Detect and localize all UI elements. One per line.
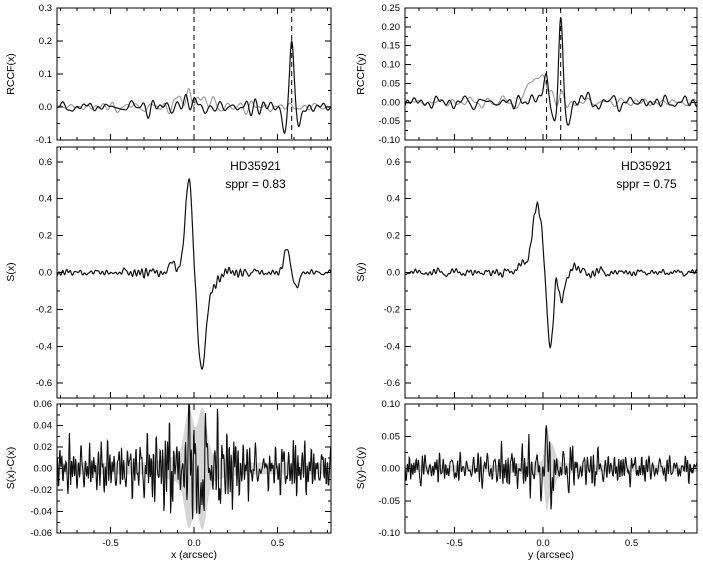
- y-tick-label: 0.05: [382, 78, 401, 89]
- y-tick-label: -0.6: [384, 378, 400, 389]
- y-tick-label: 0.15: [382, 41, 401, 52]
- y-tick-label: -0.02: [30, 485, 52, 496]
- ylabel-rccf-y: RCCF(y): [355, 53, 367, 95]
- y-tick-label: 0.00: [382, 97, 401, 108]
- sppr-value-label: sppr = 0.75: [616, 177, 677, 191]
- y-tick-label: 0.00: [34, 464, 53, 475]
- x-tick-label: 0.0: [187, 538, 200, 549]
- x-tick-label: -0.5: [446, 538, 462, 549]
- x-tick-label: 0.5: [625, 538, 638, 549]
- series-residual-black: [56, 403, 332, 520]
- panel-rccf-x: -0.1 0.0 0.1 0.2 0.3: [36, 3, 332, 146]
- y-tick-label: 0.4: [387, 194, 400, 205]
- y-tick-label: 0.25: [382, 3, 401, 14]
- xlabel-x: x (arcsec): [170, 549, 218, 561]
- series-reference-ccf-gray: [404, 74, 698, 110]
- panel-resid-y: -0.10 -0.05 0.00 0.05 0.10 -0.5 0.0 0.5: [378, 399, 698, 549]
- y-tick-label: 0.2: [387, 231, 400, 242]
- uncertainty-band: [57, 407, 331, 530]
- y-tick-label: 0.02: [34, 442, 53, 453]
- y-tick-label: 0.1: [39, 69, 52, 80]
- y-tick-label: -0.05: [378, 116, 400, 127]
- sppr-value-label: sppr = 0.83: [225, 177, 286, 191]
- y-tick-label: 0.10: [382, 399, 401, 410]
- y-tick-label: -0.10: [378, 135, 400, 146]
- panel-rccf-y: -0.10 -0.05 0.00 0.05 0.10 0.15 0.20 0.25: [378, 3, 698, 146]
- annotation-star-x: HD35921 sppr = 0.83: [193, 157, 318, 193]
- panel-s-x: -0.6 -0.4 -0.2 0.0 0.2 0.4 0.6: [36, 146, 332, 399]
- series-rccf-black: [56, 39, 332, 135]
- panel-s-y: -0.6 -0.4 -0.2 0.0 0.2 0.4 0.6: [384, 146, 698, 399]
- star-id-label: HD35921: [621, 159, 672, 173]
- panel-resid-x: -0.06 -0.04 -0.02 0.00 0.02 0.04 0.06 -0.5 0.0 0.…: [30, 399, 332, 549]
- y-tick-label: 0.06: [34, 399, 53, 410]
- series-signal-black: [404, 200, 698, 349]
- series-reference-ccf-gray: [56, 87, 332, 116]
- x-tick-label: -0.5: [102, 538, 118, 549]
- y-tick-label: 0.6: [39, 157, 52, 168]
- ylabel-rccf-x: RCCF(x): [5, 53, 17, 95]
- axes-frame: [404, 7, 698, 141]
- y-tick-label: -0.4: [36, 341, 52, 352]
- y-tick-label: -0.4: [384, 341, 400, 352]
- series-rccf-black: [404, 17, 698, 126]
- y-tick-label: 0.04: [34, 421, 53, 432]
- x-tick-label: 0.0: [536, 538, 549, 549]
- y-tick-label: 0.2: [39, 36, 52, 47]
- y-tick-label: -0.1: [36, 135, 52, 146]
- y-tick-label: 0.20: [382, 22, 401, 33]
- y-tick-label: -0.6: [36, 378, 52, 389]
- xlabel-y: y (arcsec): [527, 549, 575, 561]
- y-tick-label: 0.0: [39, 102, 52, 113]
- y-tick-label: 0.3: [39, 3, 52, 14]
- y-tick-label: 0.4: [39, 194, 52, 205]
- series-residual-black: [404, 425, 698, 510]
- ylabel-s-x: S(x): [5, 262, 17, 282]
- star-id-label: HD35921: [230, 159, 281, 173]
- uncertainty-band: [405, 426, 697, 511]
- y-tick-label: -0.2: [384, 304, 400, 315]
- y-tick-label: 0.0: [39, 268, 52, 279]
- y-tick-label: -0.10: [378, 528, 400, 539]
- ylabel-resid-x: S(x)-C(x): [5, 446, 17, 490]
- y-tick-label: -0.04: [30, 507, 52, 518]
- y-tick-label: 0.0: [387, 268, 400, 279]
- y-tick-label: -0.05: [378, 496, 400, 507]
- y-tick-label: -0.2: [36, 304, 52, 315]
- y-tick-label: 0.10: [382, 60, 401, 71]
- annotation-star-y: HD35921 sppr = 0.75: [584, 157, 703, 193]
- y-tick-label: 0.6: [387, 157, 400, 168]
- ylabel-resid-y: S(y)-C(y): [355, 446, 367, 490]
- y-tick-label: 0.05: [382, 431, 401, 442]
- y-tick-label: -0.06: [30, 528, 52, 539]
- y-tick-label: 0.00: [382, 464, 401, 475]
- x-tick-label: 0.5: [271, 538, 284, 549]
- y-tick-label: 0.2: [39, 231, 52, 242]
- ylabel-s-y: S(y): [355, 262, 367, 282]
- series-signal-black: [56, 177, 332, 371]
